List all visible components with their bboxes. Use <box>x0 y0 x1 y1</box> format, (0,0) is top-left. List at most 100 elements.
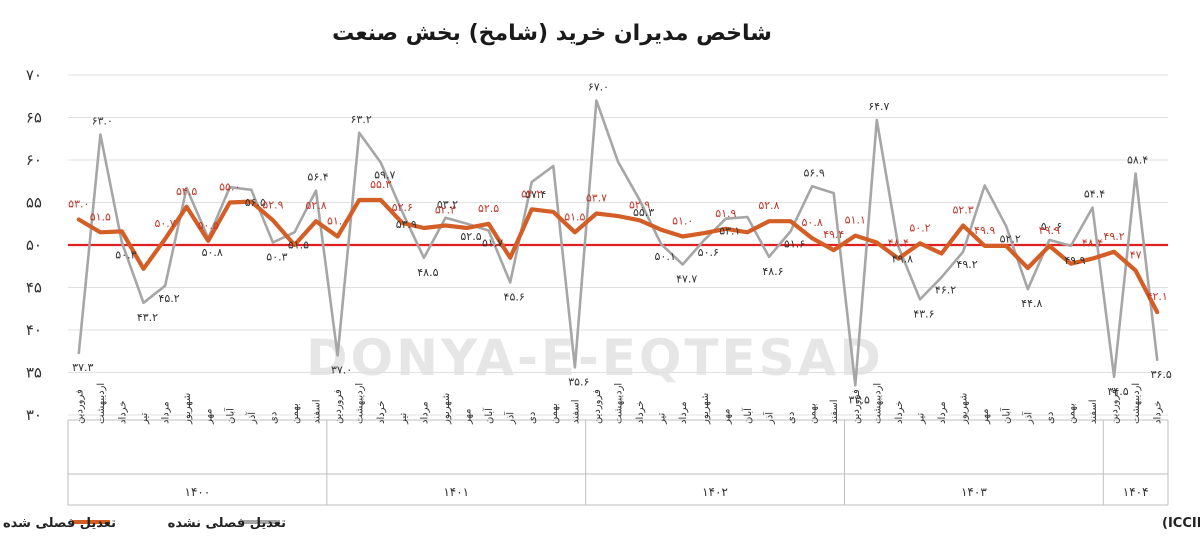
x-tick-label: آبان <box>223 407 236 424</box>
x-group-label: ۱۴۰۲ <box>702 485 728 499</box>
y-axis: ۳۰ ۳۵ ۴۰ ۴۵ ۵۰ ۵۵ ۶۰ ۶۵ ۷۰ <box>26 66 42 424</box>
data-labels-adjusted: ۵۳.۰۵۱.۵۵۰.۷۵۴.۵۵۰.۵۵۵.۰۵۲.۹ ۵۲.۸۵۱.۰۵۵.۳… <box>68 178 1168 303</box>
data-label-adjusted: ۵۱.۵ <box>564 210 585 223</box>
data-label-adjusted: ۵۲.۳ <box>952 203 973 216</box>
x-tick-label: تیر <box>398 412 409 425</box>
data-label-not-adjusted: ۵۳.۲ <box>437 198 458 211</box>
x-tick-label: آذر <box>1021 411 1034 425</box>
data-label-not-adjusted: ۵۲.۲ <box>1000 232 1021 245</box>
data-label-not-adjusted: ۵۸.۴ <box>1127 154 1148 167</box>
x-group-label: ۱۴۰۱ <box>443 485 469 499</box>
data-label-not-adjusted: ۶۳.۲ <box>351 113 372 126</box>
data-label-not-adjusted: ۶۴.۷ <box>868 100 889 113</box>
x-tick-label: آذر <box>504 411 517 425</box>
data-label-not-adjusted: ۵۱.۵ <box>288 238 309 251</box>
x-group-label: ۱۴۰۴ <box>1123 485 1149 499</box>
data-label-not-adjusted: ۳۷.۳ <box>72 361 93 374</box>
data-label-not-adjusted: ۵۶.۹ <box>804 166 825 179</box>
data-label-adjusted: ۴۷ <box>1130 249 1142 262</box>
data-label-not-adjusted: ۶۳.۰ <box>92 115 113 128</box>
data-label-not-adjusted: ۴۵.۲ <box>158 292 179 305</box>
data-label-adjusted: ۵۲.۸ <box>305 199 326 212</box>
data-label-not-adjusted: ۵۱.۷ <box>482 237 503 250</box>
data-label-adjusted: ۵۱.۰ <box>672 215 693 228</box>
data-label-adjusted: ۴۹.۹ <box>974 224 995 237</box>
y-tick-label: ۵۵ <box>26 194 42 212</box>
x-tick-label: تیر <box>657 412 668 425</box>
x-tick-label: مرداد <box>937 401 948 424</box>
x-tick-label: فروردین <box>1110 389 1121 424</box>
data-label-adjusted: ۵۲.۳ <box>435 203 456 216</box>
legend-label-not-adjusted: تعدیل فصلی نشده <box>168 516 286 531</box>
data-label-not-adjusted: ۵۹.۷ <box>374 169 395 182</box>
x-tick-label: مهر <box>721 409 732 425</box>
x-tick-label: شهریور <box>959 393 970 425</box>
data-label-not-adjusted: ۵۵.۳ <box>633 206 654 219</box>
data-label-not-adjusted: ۵۰.۳ <box>266 250 287 263</box>
x-tick-label: مرداد <box>161 401 172 424</box>
data-label-not-adjusted: ۴۳.۶ <box>913 307 934 320</box>
data-label-not-adjusted: ۵۶.۵ <box>245 196 266 209</box>
data-label-adjusted: ۵۰.۵ <box>198 219 219 232</box>
data-label-not-adjusted: ۵۲.۵ <box>460 230 481 243</box>
x-tick-label: آذر <box>245 411 258 425</box>
data-label-adjusted: ۵۲.۵ <box>478 202 499 215</box>
x-tick-label: مهر <box>204 409 215 425</box>
data-label-adjusted: ۴۹.۲ <box>1103 230 1124 243</box>
x-tick-label: تیر <box>916 412 927 425</box>
data-label-not-adjusted: ۳۶.۵ <box>1151 368 1172 381</box>
x-tick-label: خرداد <box>1153 401 1164 424</box>
x-tick-label: مرداد <box>678 401 689 424</box>
data-label-adjusted: ۵۳.۷ <box>586 192 607 205</box>
data-label-not-adjusted: ۴۷.۷ <box>676 273 697 286</box>
data-label-adjusted: ۵۱.۰ <box>327 215 348 228</box>
data-label-adjusted: ۵۲.۸ <box>758 199 779 212</box>
data-label-not-adjusted: ۵۳.۱ <box>719 225 740 238</box>
data-label-adjusted: ۵۰.۷ <box>154 217 175 230</box>
series-seasonally-adjusted <box>76 197 1160 315</box>
data-label-not-adjusted: ۵۰.۱ <box>655 250 676 263</box>
data-label-not-adjusted: ۴۹.۹ <box>1064 254 1085 267</box>
x-tick-label: فروردین <box>851 389 862 424</box>
data-label-not-adjusted: ۵۰.۶ <box>1041 220 1062 233</box>
data-label-not-adjusted: ۴۹.۸ <box>892 253 913 266</box>
x-tick-label: فروردین <box>74 389 85 424</box>
x-tick-label: اسفند <box>312 400 323 424</box>
source-note: منبع: اتاق بازرگانی، صنایع، معادن و کشاو… <box>1162 515 1200 531</box>
data-label-adjusted: ۵۴.۵ <box>176 185 197 198</box>
y-tick-label: ۵۰ <box>26 236 42 254</box>
x-tick-label: شهریور <box>182 393 193 425</box>
x-tick-label: فروردین <box>333 389 344 424</box>
data-label-adjusted: ۵۴.۲ <box>521 187 542 200</box>
x-tick-label: خرداد <box>635 401 646 424</box>
x-tick-label: شهریور <box>700 393 711 425</box>
x-tick-label: خرداد <box>894 401 905 424</box>
data-label-not-adjusted: ۵۰.۳ <box>115 248 136 261</box>
line-adjusted <box>76 197 1160 315</box>
y-tick-label: ۳۵ <box>26 364 42 382</box>
data-label-adjusted: ۵۵.۰ <box>219 181 240 194</box>
data-label-not-adjusted: ۳۳.۵ <box>849 393 870 406</box>
data-label-not-adjusted: ۵۳.۹ <box>396 218 417 231</box>
data-label-not-adjusted: ۴۳.۲ <box>137 311 158 324</box>
data-label-adjusted: ۴۹.۴ <box>823 228 844 241</box>
x-tick-label: مهر <box>980 409 991 425</box>
data-label-adjusted: ۵۰.۲ <box>909 221 930 234</box>
watermark-text: DONYA-E-EQTESAD <box>306 329 884 387</box>
x-tick-label: بهمن <box>290 403 301 424</box>
x-tick-label: دی <box>527 412 538 424</box>
x-tick-label: فروردین <box>592 389 603 424</box>
x-tick-label: آذر <box>763 411 776 425</box>
y-tick-label: ۴۵ <box>26 279 42 297</box>
data-label-not-adjusted: ۳۴.۵ <box>1107 385 1128 398</box>
data-label-adjusted: ۴۹.۹ <box>1039 224 1060 237</box>
data-label-not-adjusted: ۴۶.۲ <box>935 283 956 296</box>
data-label-adjusted: ۵۵.۳ <box>370 178 391 191</box>
data-label-not-adjusted: ۳۵.۶ <box>568 375 589 388</box>
data-label-not-adjusted: ۵۷.۴ <box>525 188 546 201</box>
y-tick-label: ۶۰ <box>26 151 42 169</box>
x-tick-label: دی <box>786 412 797 424</box>
x-tick-label: اردیبهشت <box>96 383 107 424</box>
y-tick-label: ۴۰ <box>26 321 42 339</box>
data-labels-not-adjusted: ۳۷.۳۶۳.۰۵۰.۳۴۳.۲۴۵.۲۵۰.۸۵۶.۵۵۰.۳۵۱.۵۵۶.۴… <box>72 81 1172 407</box>
